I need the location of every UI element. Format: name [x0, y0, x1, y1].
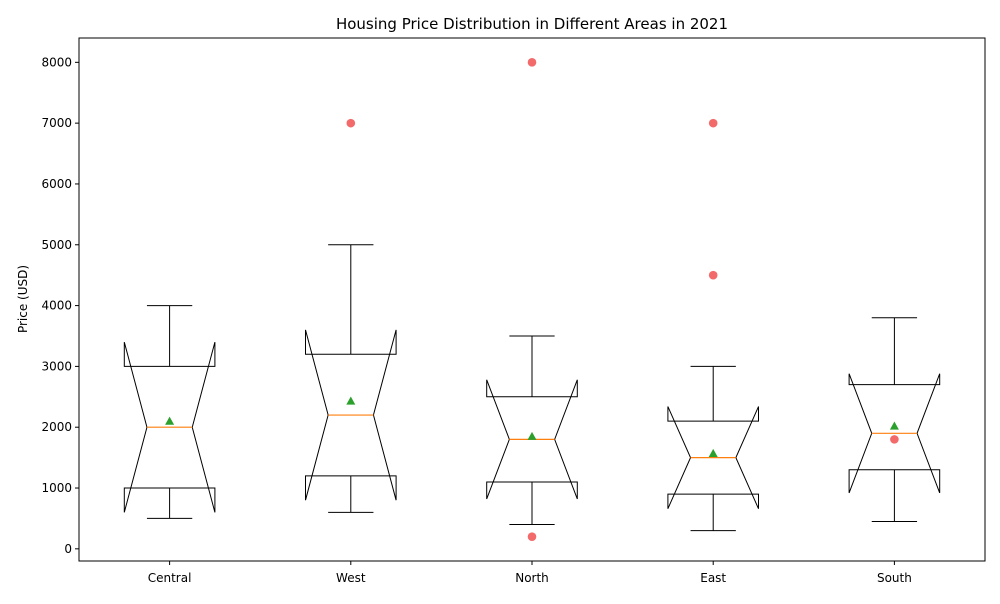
- box-body: [305, 329, 397, 501]
- mean-marker: [527, 431, 537, 440]
- y-tick-label: 2000: [41, 420, 72, 434]
- x-tick-label: East: [700, 571, 726, 585]
- x-tick-label: West: [336, 571, 366, 585]
- y-tick-label: 8000: [41, 55, 72, 69]
- y-tick-label: 6000: [41, 177, 72, 191]
- y-tick-label: 4000: [41, 299, 72, 313]
- box-south: [848, 317, 941, 522]
- plot-area: 0 1000 2000 3000 4000 5000 6000 7000 8000 Central…: [41, 55, 941, 585]
- x-tick-label: North: [515, 571, 549, 585]
- box-body: [123, 341, 216, 513]
- outlier-point: [708, 270, 718, 280]
- mean-marker: [346, 396, 356, 405]
- box-body: [848, 373, 941, 494]
- y-tick-label: 7000: [41, 116, 72, 130]
- outlier-point: [890, 435, 899, 444]
- y-tick-label: 5000: [41, 238, 72, 252]
- outlier-point: [527, 532, 537, 541]
- outlier-point: [527, 58, 537, 67]
- outlier-point: [346, 118, 356, 128]
- box-body: [667, 406, 759, 509]
- x-tick-label: Central: [148, 571, 192, 585]
- y-tick-label: 3000: [41, 359, 72, 373]
- plot-frame: [78, 37, 986, 562]
- mean-marker: [708, 448, 718, 457]
- chart-title: Housing Price Distribution in Different …: [336, 15, 728, 33]
- box-body: [486, 379, 578, 500]
- mean-marker: [165, 416, 175, 425]
- y-tick-label: 1000: [41, 481, 72, 495]
- mean-marker: [889, 421, 899, 430]
- y-axis-label: Price (USD): [16, 265, 30, 333]
- box-west: [305, 118, 397, 513]
- box-central: [123, 305, 216, 519]
- y-tick-label: 0: [64, 542, 72, 556]
- box-east: [667, 118, 759, 532]
- x-tick-label: South: [877, 571, 912, 585]
- outlier-point: [708, 118, 718, 128]
- box-north: [486, 58, 578, 541]
